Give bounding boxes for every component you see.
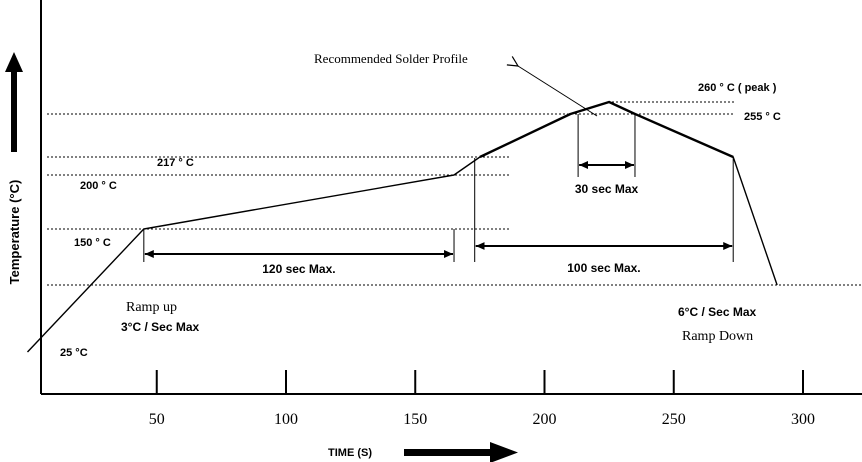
x-tick-label-100: 100 (274, 411, 298, 428)
x-tick-label-50: 50 (149, 411, 165, 428)
ramp-down-title: Ramp Down (682, 329, 753, 344)
reference-label-255: 255 ° C (744, 111, 781, 123)
start-temperature-label: 25 °C (60, 347, 88, 359)
ramp-up-title: Ramp up (126, 300, 177, 315)
reference-label-200: 200 ° C (80, 180, 117, 192)
ramp-up-rate: 3°C / Sec Max (121, 320, 199, 334)
x-axis-label: TIME (S) (328, 447, 372, 459)
reference-label-260: 260 ° C ( peak ) (698, 82, 777, 94)
reference-label-217: 217 ° C (157, 157, 194, 169)
x-tick-label-300: 300 (791, 411, 815, 428)
interval-2-label: 30 sec Max (575, 182, 639, 196)
x-tick-label-250: 250 (662, 411, 686, 428)
profile-reflow-segment (479, 100, 734, 159)
x-tick-label-200: 200 (533, 411, 557, 428)
ramp-down-rate: 6°C / Sec Max (678, 305, 756, 319)
x-tick-label-150: 150 (403, 411, 427, 428)
chart-title: Recommended Solder Profile (314, 51, 468, 66)
x-axis-arrow-head (490, 442, 518, 462)
reference-label-150: 150 ° C (74, 237, 111, 249)
y-axis-label: Temperature (°C) (7, 180, 22, 285)
x-axis-arrow-shaft (404, 449, 494, 456)
title-pointer-arrow (518, 66, 598, 117)
interval-1-label: 100 sec Max. (567, 261, 640, 275)
interval-0-label: 120 sec Max. (262, 262, 335, 276)
y-axis-arrow-head (5, 52, 23, 72)
y-axis-arrow-shaft (11, 70, 17, 152)
